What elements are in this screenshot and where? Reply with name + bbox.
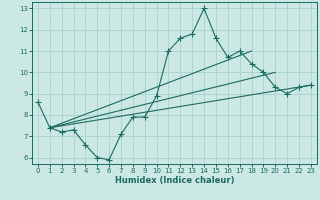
X-axis label: Humidex (Indice chaleur): Humidex (Indice chaleur) (115, 176, 234, 185)
